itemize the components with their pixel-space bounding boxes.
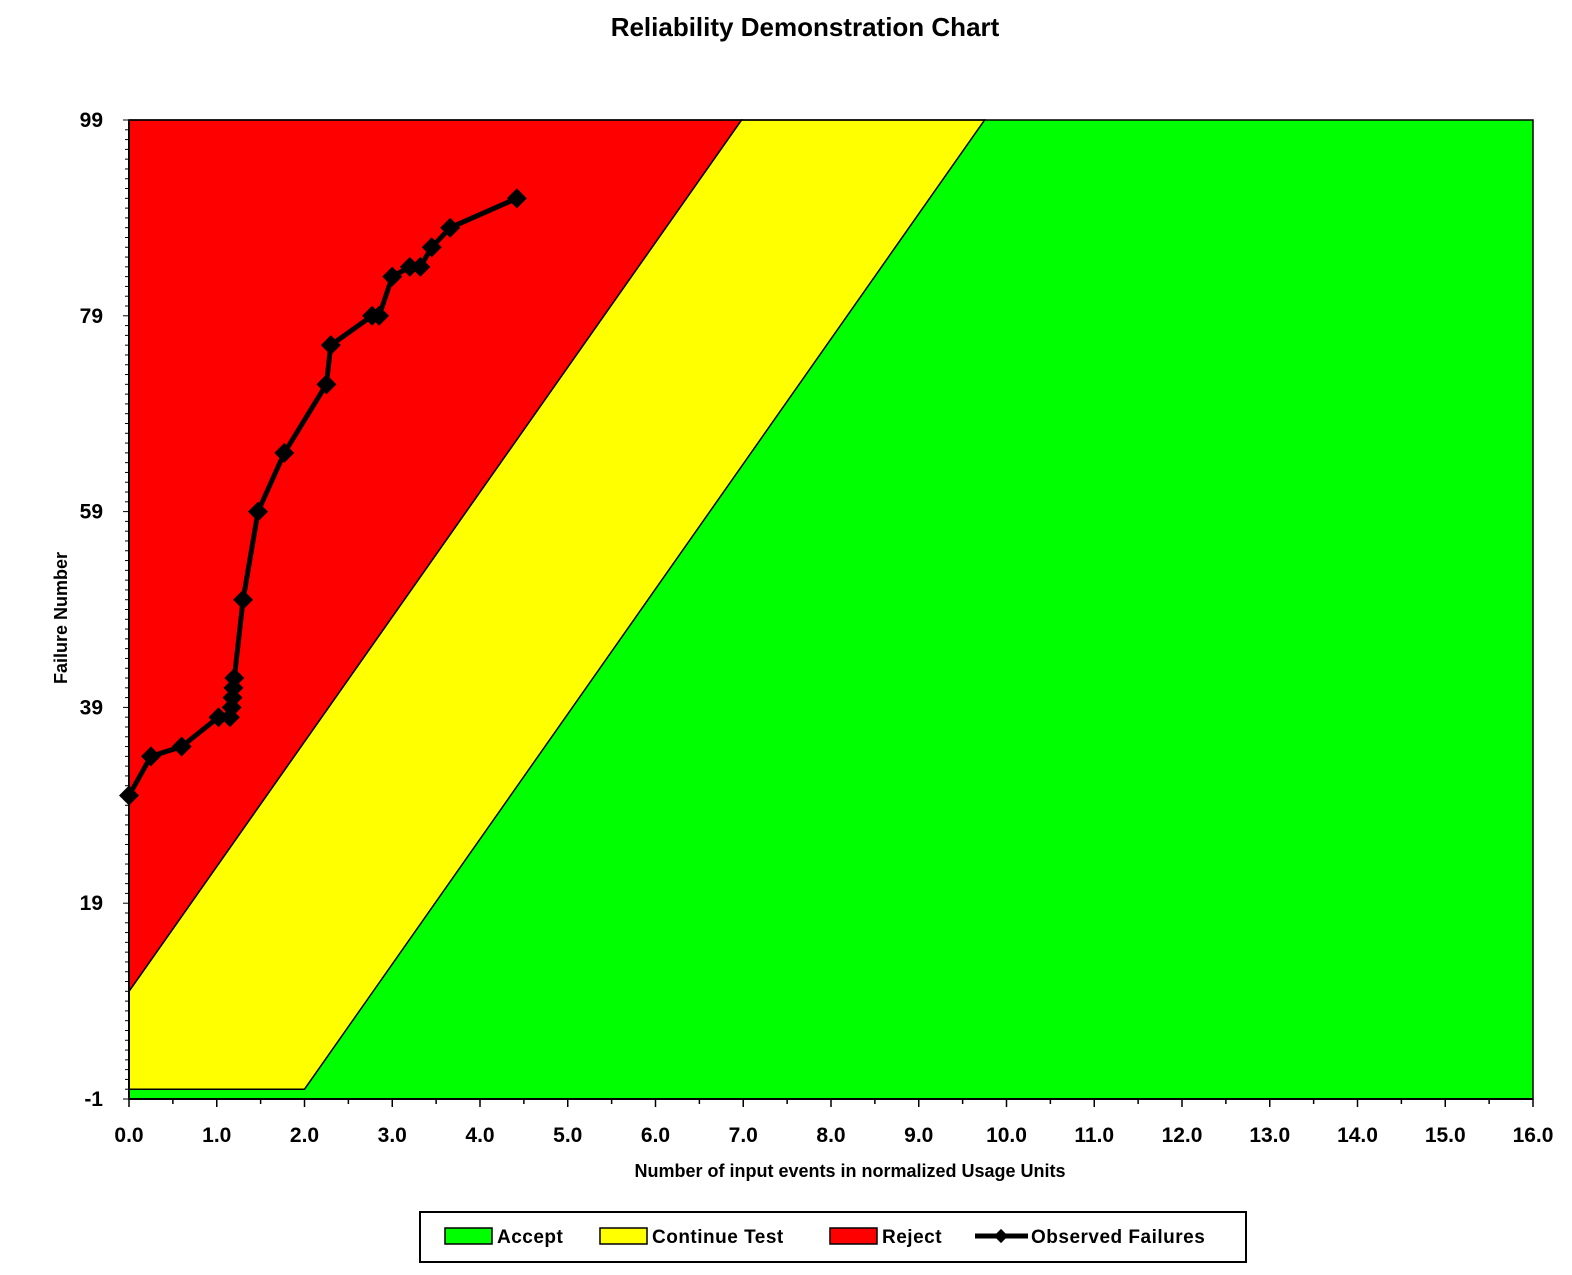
legend: Accept Continue Test Reject Observed Fai… (419, 1211, 1247, 1263)
data-point (506, 188, 527, 209)
y-tick-label: -1 (84, 1088, 103, 1111)
legend-swatch-reject (829, 1227, 878, 1245)
x-tick-label: 11.0 (1074, 1124, 1114, 1147)
x-tick-label: 0.0 (114, 1124, 143, 1147)
axes: 0.0 1.0 2.0 3.0 4.0 5.0 6.0 7.0 8.0 9.0 10.0 11.0 12… (80, 109, 1554, 1147)
y-tick-label: 79 (80, 305, 103, 328)
legend-marker-observed (993, 1228, 1009, 1244)
x-tick-label: 12.0 (1162, 1124, 1203, 1147)
data-point (421, 237, 442, 258)
data-point (274, 442, 295, 463)
x-tick-label: 10.0 (986, 1124, 1027, 1147)
x-axis-label: Number of input events in normalized Usa… (634, 1161, 1065, 1181)
x-tick-label: 6.0 (641, 1124, 670, 1147)
legend-label-continue: Continue Test (652, 1227, 784, 1248)
x-tick-label: 8.0 (816, 1124, 845, 1147)
plot-area (119, 119, 1534, 1100)
x-tick-label: 1.0 (202, 1124, 231, 1147)
y-tick-label: 99 (80, 109, 103, 132)
x-tick-label: 5.0 (553, 1124, 582, 1147)
legend-label-reject: Reject (882, 1227, 942, 1248)
legend-swatch-accept (444, 1227, 493, 1245)
legend-label-accept: Accept (497, 1227, 564, 1248)
x-tick-label: 16.0 (1513, 1124, 1554, 1147)
data-point (316, 374, 337, 395)
legend-swatch-continue (599, 1227, 648, 1245)
y-axis-label: Failure Number (51, 552, 71, 684)
x-tick-label: 15.0 (1425, 1124, 1466, 1147)
y-tick-label: 19 (80, 892, 103, 915)
data-point (410, 256, 431, 277)
x-tick-label: 9.0 (904, 1124, 933, 1147)
x-tick-label: 4.0 (465, 1124, 494, 1147)
x-tick-label: 3.0 (378, 1124, 407, 1147)
x-tick-label: 7.0 (729, 1124, 758, 1147)
x-tick-label: 13.0 (1249, 1124, 1290, 1147)
y-tick-label: 39 (80, 696, 103, 719)
x-tick-label: 14.0 (1337, 1124, 1378, 1147)
data-point (440, 217, 461, 238)
y-tick-label: 59 (80, 501, 103, 524)
data-point (369, 305, 390, 326)
data-point (399, 256, 420, 277)
data-point (171, 736, 192, 757)
data-point (247, 501, 268, 522)
data-point (233, 589, 254, 610)
legend-label-observed: Observed Failures (1031, 1227, 1205, 1248)
data-point (208, 707, 229, 728)
x-tick-label: 2.0 (290, 1124, 319, 1147)
data-point (140, 746, 161, 767)
data-point (224, 668, 245, 689)
data-point (382, 266, 403, 287)
data-point (320, 335, 341, 356)
chart-title: Reliability Demonstration Chart (611, 12, 1000, 42)
